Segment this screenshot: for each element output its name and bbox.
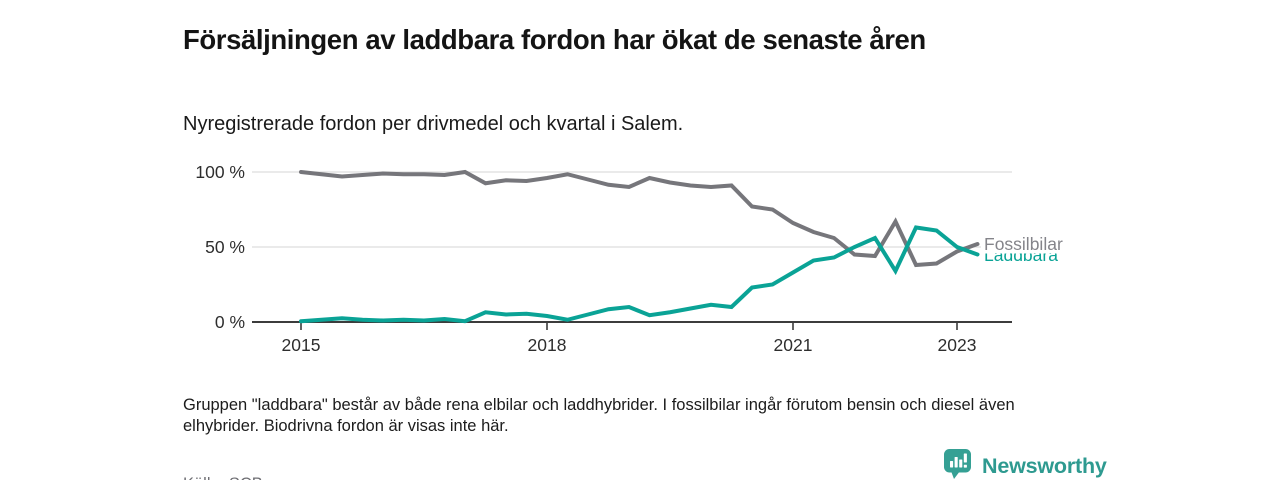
x-axis-tick-label: 2018 (528, 335, 567, 355)
series-line-laddbara (299, 225, 980, 324)
chart-footnote: Gruppen "laddbara" består av både rena e… (183, 395, 1015, 436)
chart-subtitle: Nyregistrerade fordon per drivmedel och … (183, 113, 684, 135)
newsworthy-wordmark: Newsworthy (982, 454, 1107, 478)
y-axis-tick-label: 0 % (215, 312, 245, 332)
x-axis-tick-label: 2023 (938, 335, 977, 355)
source-label: Källa: SCB (183, 475, 263, 480)
series-label-fossilbilar: Fossilbilar (984, 234, 1063, 254)
series-line-fossilbilar (299, 169, 980, 268)
x-axis-tick-label: 2021 (774, 335, 813, 355)
newsworthy-pin-barchart-icon (943, 448, 973, 480)
y-axis-tick-label: 50 % (205, 237, 245, 257)
x-axis-tick-label: 2015 (282, 335, 321, 355)
label-mask (981, 227, 1077, 254)
newsworthy-logo[interactable]: Newsworthy (943, 448, 1107, 480)
y-axis-tick-label: 100 % (195, 162, 245, 182)
page-title: Försäljningen av laddbara fordon har öka… (183, 24, 926, 56)
